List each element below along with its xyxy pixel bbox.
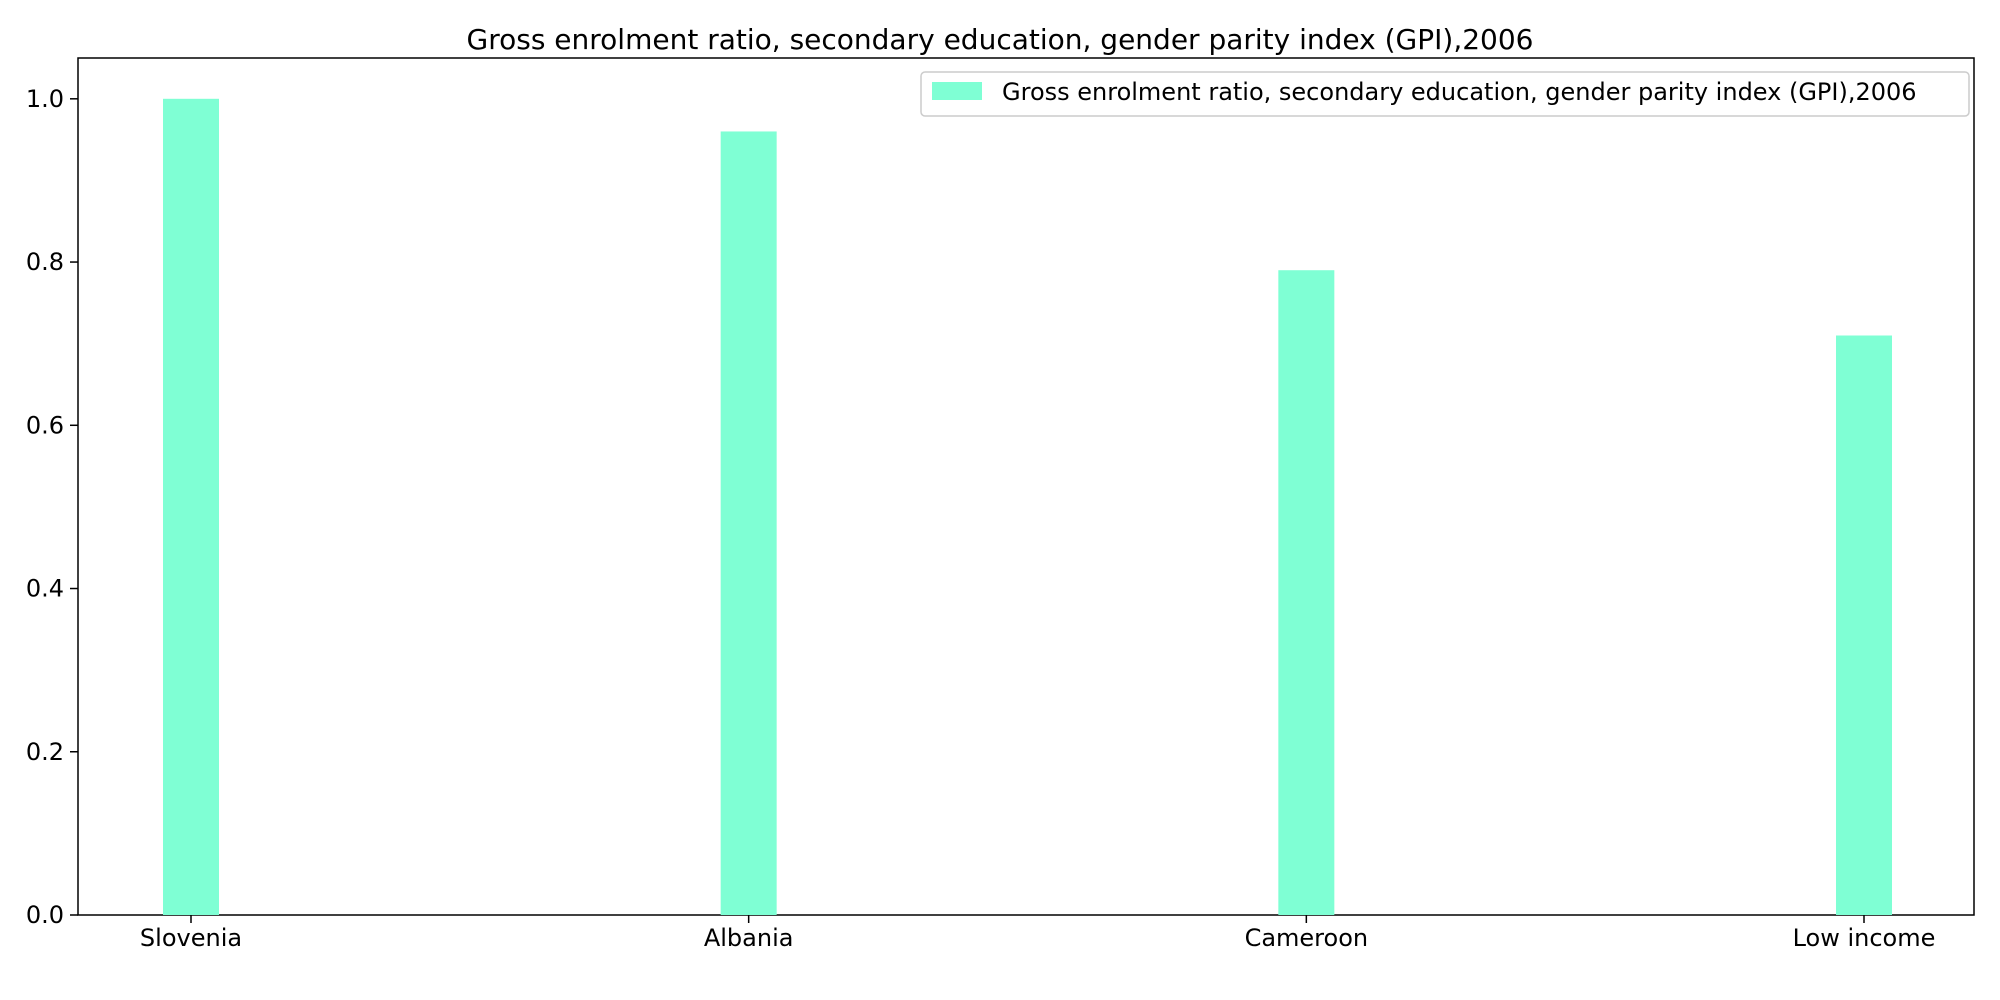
y-tick-label: 0.2: [26, 738, 64, 766]
y-tick-label: 0.0: [26, 901, 64, 929]
y-tick-label: 0.6: [26, 411, 64, 439]
plot-area-frame: [77, 57, 1975, 916]
bar-low-income: [1836, 335, 1892, 915]
y-tick-label: 0.8: [26, 248, 64, 276]
y-axis: 0.0 0.2 0.4 0.6 0.8 1.0: [26, 85, 78, 929]
y-tick-label: 0.4: [26, 575, 64, 603]
bar-slovenia: [163, 98, 219, 916]
y-tick-label: 1.0: [26, 85, 64, 113]
bar-cameroon: [1278, 270, 1335, 915]
legend: Gross enrolment ratio, secondary educati…: [920, 71, 1970, 117]
x-tick-label: Albania: [704, 924, 794, 952]
chart-title: Gross enrolment ratio, secondary educati…: [467, 23, 1534, 56]
x-tick-label: Low income: [1793, 924, 1936, 952]
bars-group: [163, 98, 1892, 916]
legend-label: Gross enrolment ratio, secondary educati…: [1002, 78, 1917, 106]
x-axis: Slovenia Albania Cameroon Low income: [140, 915, 1935, 952]
legend-frame: [920, 71, 1970, 117]
x-tick-label: Slovenia: [140, 924, 242, 952]
x-tick-label: Cameroon: [1245, 924, 1369, 952]
legend-swatch: [932, 82, 982, 100]
bar-albania: [720, 131, 777, 915]
